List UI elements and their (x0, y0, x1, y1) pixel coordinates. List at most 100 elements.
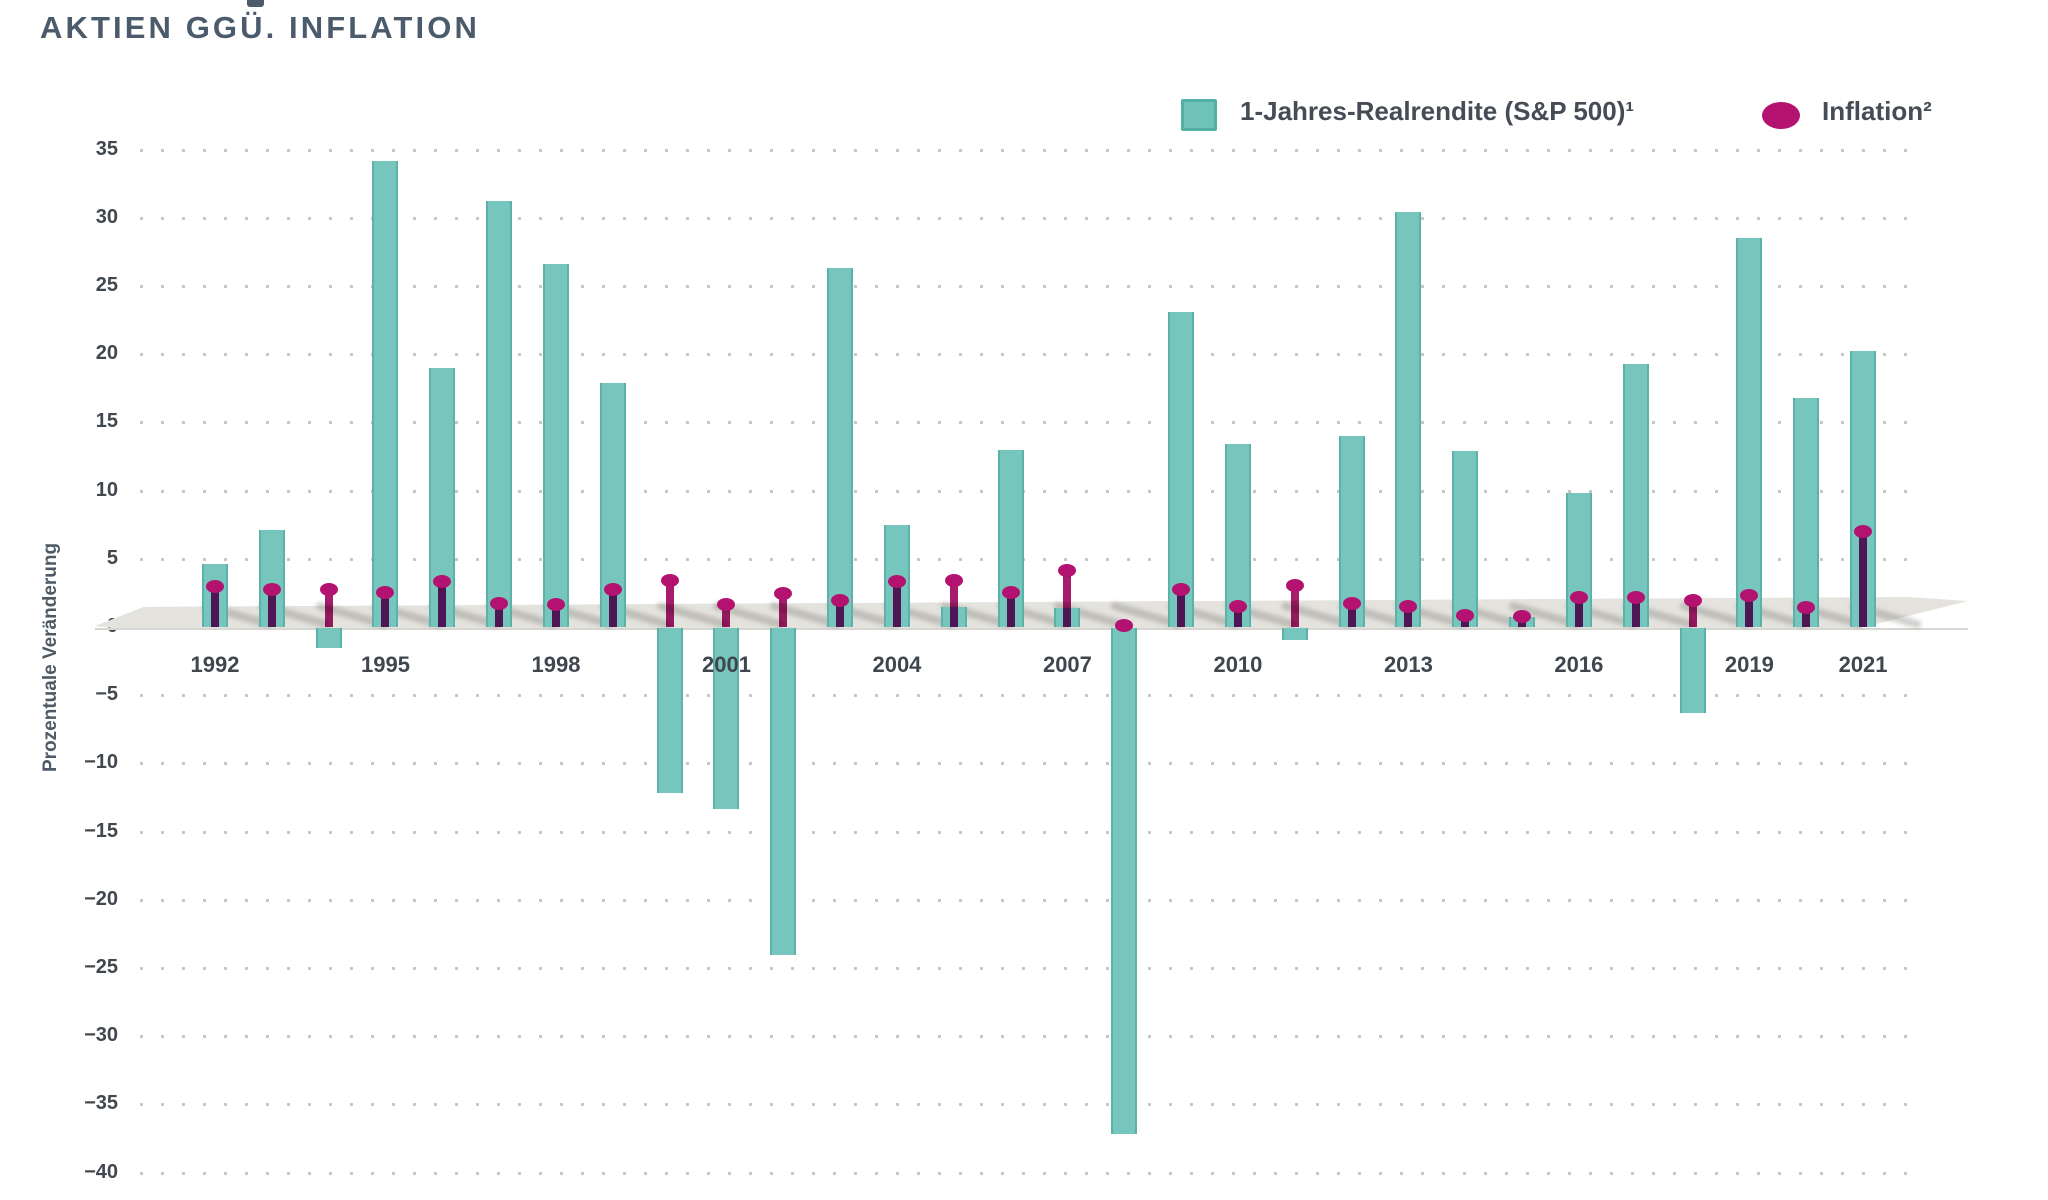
y-tick-label: −30 (84, 1024, 118, 1047)
y-tick-label: −15 (84, 819, 118, 842)
inflation-pin-stem (267, 590, 276, 627)
bar-realrendite (1281, 628, 1308, 641)
bar-realrendite (713, 628, 740, 810)
inflation-pin-head (433, 574, 452, 588)
inflation-pin-head (1569, 591, 1588, 605)
inflation-pin-head (1797, 600, 1816, 614)
x-tick-label: 1995 (361, 652, 410, 677)
bar-realrendite (1679, 628, 1706, 713)
y-tick-label: 30 (95, 205, 118, 228)
bar-realrendite (1736, 238, 1763, 627)
gridline (140, 285, 1918, 288)
gridline (140, 353, 1918, 357)
inflation-pin-stem (1177, 590, 1186, 627)
x-tick-label: 2010 (1213, 652, 1263, 677)
bar-realrendite (1168, 311, 1195, 627)
inflation-pin-head (1513, 610, 1532, 624)
bar-realrendite (827, 268, 854, 627)
x-tick-label: 2021 (1838, 652, 1888, 677)
y-tick-label: 5 (106, 546, 118, 569)
y-tick-label: 25 (95, 274, 118, 296)
gridline (140, 898, 1918, 902)
gridline (140, 1103, 1918, 1107)
x-tick-label: 1992 (190, 652, 240, 677)
inflation-pin-head (206, 580, 224, 594)
bar-realrendite (315, 628, 342, 649)
inflation-pin-head (1626, 591, 1645, 605)
inflation-pin-head (1342, 596, 1361, 610)
bar-realrendite (1338, 436, 1365, 627)
y-tick-label: 35 (95, 137, 118, 160)
gridline (140, 557, 1918, 561)
inflation-pin-stem (949, 580, 958, 627)
inflation-pin-stem (836, 601, 845, 627)
y-tick-label: 20 (95, 342, 118, 365)
y-tick-label: −5 (95, 683, 118, 706)
gridline (140, 148, 1918, 152)
inflation-pin-stem (1802, 607, 1811, 627)
x-tick-label: 2013 (1383, 652, 1433, 677)
inflation-pin-stem (438, 581, 447, 627)
x-tick-label: 1998 (531, 652, 581, 677)
inflation-pin-stem (1290, 586, 1299, 627)
inflation-pin-head (774, 587, 793, 601)
inflation-pin-stem (665, 580, 674, 627)
inflation-pin-stem (1574, 598, 1583, 627)
inflation-pin-stem (1006, 592, 1015, 627)
bar-realrendite (1395, 212, 1422, 627)
x-axis-line (95, 628, 1968, 630)
gridline (140, 694, 1918, 698)
inflation-pin-stem (1063, 571, 1072, 627)
x-tick-label: 2001 (701, 652, 751, 677)
inflation-pin-head (603, 583, 622, 597)
bar-realrendite (656, 628, 683, 794)
inflation-pin-stem (324, 590, 333, 627)
inflation-pin-head (887, 574, 906, 588)
bar-realrendite (542, 264, 569, 627)
gridline (140, 1035, 1918, 1039)
inflation-pin-stem (211, 587, 219, 627)
y-tick-label: −10 (84, 751, 118, 774)
bar-realrendite (1452, 451, 1479, 627)
y-tick-label: −25 (84, 956, 118, 978)
inflation-pin-head (1172, 583, 1191, 597)
inflation-pin-head (376, 585, 395, 599)
inflation-pin-head (1001, 585, 1020, 599)
inflation-pin-head (1740, 588, 1759, 602)
inflation-pin-head (660, 573, 679, 587)
inflation-pin-stem (551, 605, 560, 627)
gridline (140, 216, 1918, 220)
bar-realrendite (1224, 444, 1251, 627)
inflation-pin-stem (495, 603, 504, 627)
inflation-pin-head (831, 594, 850, 608)
gridline (140, 421, 1918, 425)
inflation-pin-head (1115, 618, 1134, 632)
inflation-pin-head (1456, 609, 1475, 623)
x-tick-label: 2007 (1042, 652, 1092, 677)
gridline (140, 830, 1918, 834)
cropped-text-fragment (247, 0, 264, 7)
y-tick-label: −20 (84, 887, 118, 910)
gridline (140, 967, 1918, 970)
inflation-pin-head (1285, 579, 1304, 593)
inflation-pin-head (944, 573, 963, 587)
inflation-pin-stem (779, 594, 788, 627)
y-tick-label: −35 (84, 1092, 118, 1115)
legend-label-realrendite: 1-Jahres-Realrendite (S&P 500)¹ (1240, 96, 1635, 126)
inflation-pin-stem (1745, 595, 1754, 627)
bar-realrendite (1793, 397, 1820, 627)
chart-title: AKTIEN GGÜ. INFLATION (40, 10, 480, 45)
y-tick-label: 10 (95, 478, 118, 501)
bar-realrendite (486, 201, 513, 627)
inflation-pin-stem (1233, 606, 1242, 627)
inflation-pin-head (490, 596, 509, 610)
gridline (140, 489, 1918, 493)
legend-label-inflation: Inflation² (1822, 96, 1932, 126)
inflation-pin-stem (381, 592, 390, 627)
inflation-pin-head (717, 598, 736, 612)
bar-realrendite (1622, 363, 1649, 627)
inflation-pin-head (1058, 564, 1077, 578)
inflation-pin-stem (608, 590, 617, 627)
bar-realrendite (1111, 628, 1138, 1135)
